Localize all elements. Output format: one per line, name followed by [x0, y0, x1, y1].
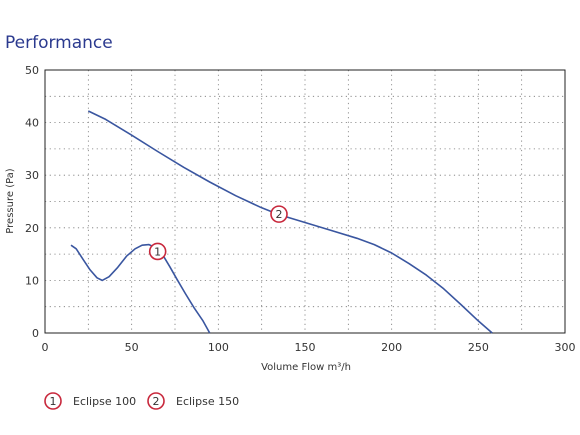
x-axis-label: Volume Flow m³/h	[261, 362, 351, 373]
y-tick-label: 0	[32, 327, 39, 340]
y-tick-label: 50	[25, 64, 39, 77]
x-tick-label: 200	[381, 341, 402, 354]
plot-frame	[44, 69, 566, 334]
x-tick-label: 100	[208, 341, 229, 354]
legend-entry-1: Eclipse 100	[73, 395, 136, 408]
x-tick-label: 250	[468, 341, 489, 354]
y-tick-label: 40	[25, 117, 39, 130]
x-tick-label: 0	[42, 341, 49, 354]
legend: 1 Eclipse 100 2 Eclipse 150	[44, 392, 239, 410]
x-tick-label: 300	[555, 341, 576, 354]
chart-title: Performance	[5, 33, 113, 53]
y-tick-label: 10	[25, 274, 39, 287]
legend-marker-label: 1	[50, 395, 57, 408]
series-marker-2	[270, 205, 288, 223]
legend-marker-2	[147, 392, 165, 410]
series-line-2	[87, 110, 493, 334]
y-axis-label: Pressure (Pa)	[5, 168, 16, 233]
x-tick-label: 150	[295, 341, 316, 354]
y-tick-label: 30	[25, 169, 39, 182]
legend-marker-label: 2	[153, 395, 160, 408]
series-marker-label: 2	[276, 208, 283, 221]
plot-area: 0 50 100 150 200 250 300 0 10 20 30 40 50 1 2	[25, 64, 576, 354]
series-line-1	[70, 243, 211, 334]
x-tick-label: 50	[125, 341, 139, 354]
legend-entry-2: Eclipse 150	[176, 395, 239, 408]
series-marker-label: 1	[154, 245, 161, 258]
y-tick-label: 20	[25, 222, 39, 235]
legend-marker-1	[44, 392, 62, 410]
series-marker-1	[148, 242, 167, 261]
